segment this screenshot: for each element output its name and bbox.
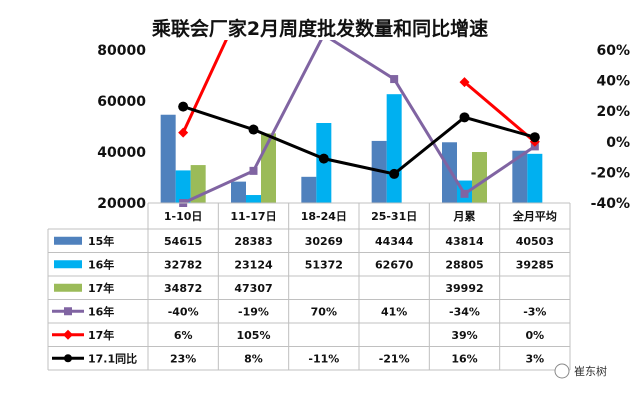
legend-marker bbox=[63, 329, 73, 340]
line-point bbox=[389, 168, 400, 179]
bar bbox=[231, 181, 246, 203]
legend-label: 15年 bbox=[88, 234, 114, 248]
table-cell: 41% bbox=[381, 305, 407, 318]
table-cell: 16% bbox=[451, 352, 477, 365]
line-point bbox=[459, 77, 470, 88]
table-cell: 34872 bbox=[164, 282, 202, 295]
line-point bbox=[248, 124, 259, 135]
table-cell: 44344 bbox=[375, 235, 414, 248]
legend-label: 17.1同比 bbox=[88, 351, 137, 365]
y-left-tick-label: 60000 bbox=[97, 94, 146, 110]
table-cell: 6% bbox=[174, 329, 193, 342]
legend-marker bbox=[64, 354, 72, 363]
series-line bbox=[463, 80, 536, 143]
line-point bbox=[460, 189, 469, 198]
line-point bbox=[178, 101, 189, 112]
legend-label: 17年 bbox=[88, 328, 114, 342]
bar bbox=[246, 195, 261, 203]
line-series-group bbox=[178, 40, 540, 207]
table-cell: 23% bbox=[170, 352, 196, 365]
y-right-tick-label: 0% bbox=[606, 135, 630, 151]
table-cell: 3% bbox=[525, 352, 544, 365]
watermark-text: 崔东树 bbox=[574, 364, 607, 378]
table-cell: 0% bbox=[525, 329, 544, 342]
line-point bbox=[390, 75, 399, 84]
y-left-tick-label: 40000 bbox=[97, 145, 146, 161]
table-cell: -34% bbox=[449, 305, 480, 318]
table-cell: 43814 bbox=[445, 235, 484, 248]
category-label: 月累 bbox=[453, 210, 476, 223]
y-right-tick-label: -20% bbox=[591, 165, 630, 181]
table-cell: 62670 bbox=[375, 258, 414, 271]
table-cell: -21% bbox=[379, 352, 410, 365]
legend-key bbox=[54, 283, 82, 292]
table-cell: -40% bbox=[168, 305, 199, 318]
table-cell: 70% bbox=[311, 305, 337, 318]
table-cell: 23124 bbox=[234, 258, 273, 271]
table-cell: 40503 bbox=[516, 235, 554, 248]
category-label: 1-10日 bbox=[164, 210, 203, 223]
table-cell: 47307 bbox=[234, 282, 272, 295]
legend-key bbox=[54, 260, 82, 269]
table-cell: 8% bbox=[244, 352, 263, 365]
line-point bbox=[178, 127, 189, 138]
series-line bbox=[181, 40, 228, 134]
bar bbox=[301, 176, 317, 203]
watermark: 崔东树 bbox=[554, 363, 607, 379]
legend-label: 17年 bbox=[88, 281, 114, 295]
bar bbox=[472, 152, 487, 203]
category-label: 18-24日 bbox=[301, 210, 347, 223]
chart-title: 乘联会厂家2月周度批发数量和同比增速 bbox=[151, 17, 488, 40]
category-label: 全月平均 bbox=[512, 209, 557, 223]
bar bbox=[175, 170, 191, 203]
table-cell: 30269 bbox=[305, 235, 343, 248]
legend-key bbox=[54, 236, 82, 245]
bar bbox=[527, 153, 543, 203]
table-cell: -11% bbox=[308, 352, 339, 365]
table-cell: 51372 bbox=[305, 258, 343, 271]
bar bbox=[442, 142, 457, 203]
category-label: 11-17日 bbox=[230, 210, 276, 223]
legend-label: 16年 bbox=[88, 304, 114, 318]
bar bbox=[386, 94, 402, 203]
table-cell: 28805 bbox=[445, 258, 483, 271]
table-cell: 105% bbox=[237, 329, 271, 342]
legend-marker bbox=[64, 307, 72, 316]
table-cell: 54615 bbox=[164, 235, 202, 248]
y-left-tick-label: 20000 bbox=[97, 196, 146, 212]
y-right-tick-label: 40% bbox=[596, 74, 630, 90]
y-right-tick-label: 60% bbox=[596, 43, 630, 59]
series-line bbox=[182, 105, 536, 176]
line-point bbox=[318, 153, 329, 164]
data-table: 1-10日 11-17日 18-24日 25-31日 月累 全月平均 15年 54615 283… bbox=[47, 202, 571, 371]
bar bbox=[160, 114, 176, 203]
table-cell: 32782 bbox=[164, 258, 202, 271]
line-point bbox=[249, 166, 258, 175]
line-point bbox=[529, 132, 540, 143]
y-right-tick-label: -40% bbox=[591, 196, 630, 212]
y-right-tick-label: 20% bbox=[596, 104, 630, 120]
table-cell: 28383 bbox=[234, 235, 272, 248]
legend-label: 16年 bbox=[88, 257, 114, 271]
table-cell: -3% bbox=[523, 305, 546, 318]
table-cell: 39285 bbox=[516, 258, 554, 271]
wechat-logo-icon bbox=[554, 363, 570, 379]
table-cell: 39% bbox=[451, 329, 477, 342]
table-cell: 39992 bbox=[445, 282, 483, 295]
plot-area: 80000 60000 40000 20000 60% 40% 20% 0% -20% -40% bbox=[97, 40, 630, 212]
table-cell: -19% bbox=[238, 305, 269, 318]
line-point bbox=[459, 112, 470, 123]
category-label: 25-31日 bbox=[371, 210, 417, 223]
bar bbox=[512, 150, 528, 203]
series-line bbox=[182, 40, 536, 205]
y-left-tick-label: 80000 bbox=[97, 43, 146, 59]
